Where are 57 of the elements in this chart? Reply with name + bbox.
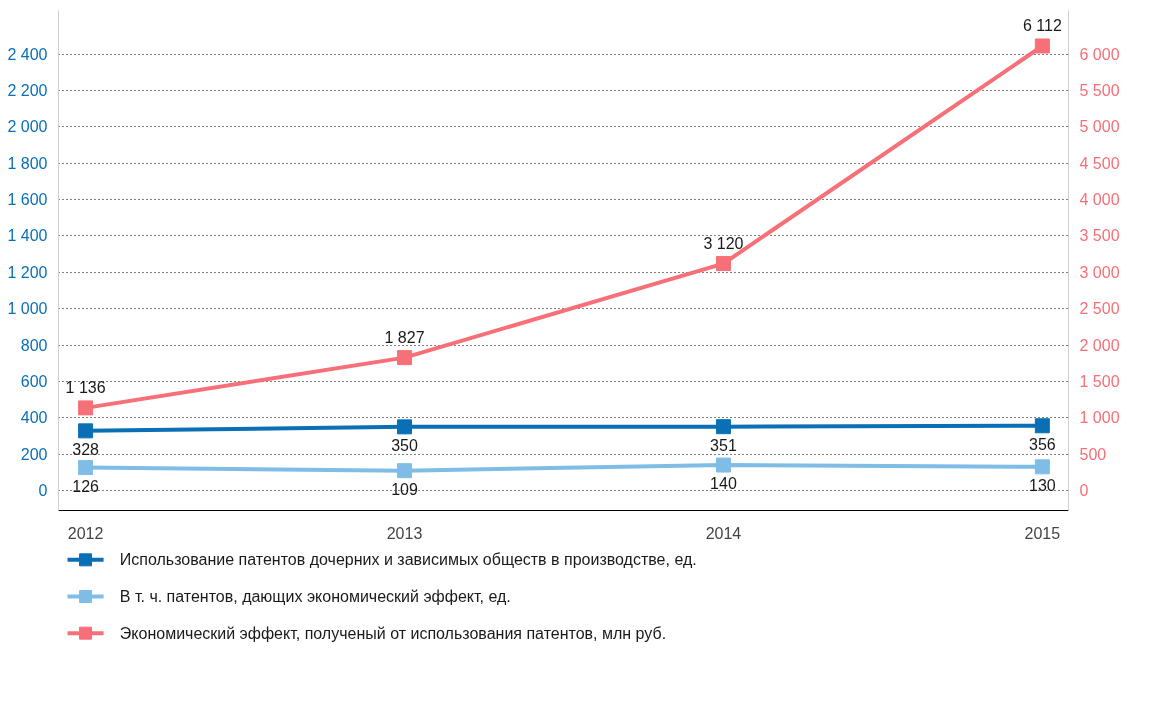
legend-label: Использование патентов дочерних и зависимых обществ в производстве, ед.	[119, 551, 697, 569]
data-label: 328	[72, 440, 100, 458]
y2-tick-label: 4 500	[1079, 154, 1120, 172]
legend-label: В т. ч. патентов, дающих экономический эффект, ед.	[119, 588, 511, 605]
data-label: 350	[391, 436, 418, 454]
y-tick-label: 1 400	[7, 227, 48, 245]
x-tick-label: 2014	[705, 524, 742, 542]
y-tick-label: 200	[20, 445, 48, 463]
data-label: 1 827	[384, 328, 425, 346]
y-tick-label: 1 200	[7, 263, 48, 281]
data-label: 6 112	[1022, 16, 1062, 34]
y2-tick-label: 500	[1079, 445, 1107, 463]
point	[715, 256, 731, 272]
x-tick-label: 2015	[1024, 524, 1061, 542]
point	[1034, 418, 1050, 434]
y-tick-label: 2 400	[7, 45, 48, 63]
data-label: 109	[391, 480, 418, 498]
data-label: 140	[710, 475, 737, 493]
y2-tick-label: 3 500	[1079, 227, 1120, 245]
y-tick-label: 2 200	[7, 82, 48, 99]
y2-tick-label: 3 000	[1079, 263, 1120, 281]
point	[78, 460, 94, 476]
y2-tick-label: 1 000	[1079, 409, 1120, 427]
y2-tick-label: 6 000	[1079, 45, 1120, 63]
y-tick-label: 2 000	[7, 118, 48, 136]
point	[715, 457, 731, 473]
point	[715, 419, 731, 435]
data-label: 356	[1029, 435, 1056, 453]
y2-tick-label: 1 500	[1079, 372, 1120, 390]
y-tick-label: 1 600	[7, 191, 48, 209]
y2-tick-label: 4 000	[1079, 191, 1120, 209]
data-label: 1 136	[65, 378, 106, 396]
y-tick-label: 800	[20, 336, 48, 354]
y-tick-label: 400	[20, 409, 48, 427]
point	[78, 423, 94, 439]
y2-tick-label: 5 500	[1079, 82, 1120, 99]
y-tick-label: 600	[20, 372, 48, 390]
point	[1034, 459, 1050, 475]
y2-tick-label: 0	[1079, 482, 1089, 499]
y2-tick-label: 2 500	[1079, 300, 1120, 318]
point	[397, 463, 413, 479]
y2-tick-label: 2 000	[1079, 336, 1120, 354]
data-label: 351	[710, 436, 737, 454]
x-tick-label: 2012	[67, 524, 104, 542]
x-tick-label: 2013	[386, 524, 423, 542]
point	[397, 350, 413, 366]
point	[1034, 38, 1050, 54]
data-label: 3 120	[703, 234, 744, 252]
data-label: 126	[72, 477, 100, 495]
y-tick-label: 0	[38, 482, 48, 499]
y-tick-label: 1 000	[7, 300, 48, 318]
point	[397, 419, 413, 435]
data-label: 130	[1029, 476, 1056, 494]
legend-label: Экономический эффект, полученый от использования патентов, млн руб.	[119, 624, 667, 642]
y-tick-label: 1 800	[7, 154, 48, 172]
point	[78, 400, 94, 416]
y2-tick-label: 5 000	[1079, 118, 1120, 136]
